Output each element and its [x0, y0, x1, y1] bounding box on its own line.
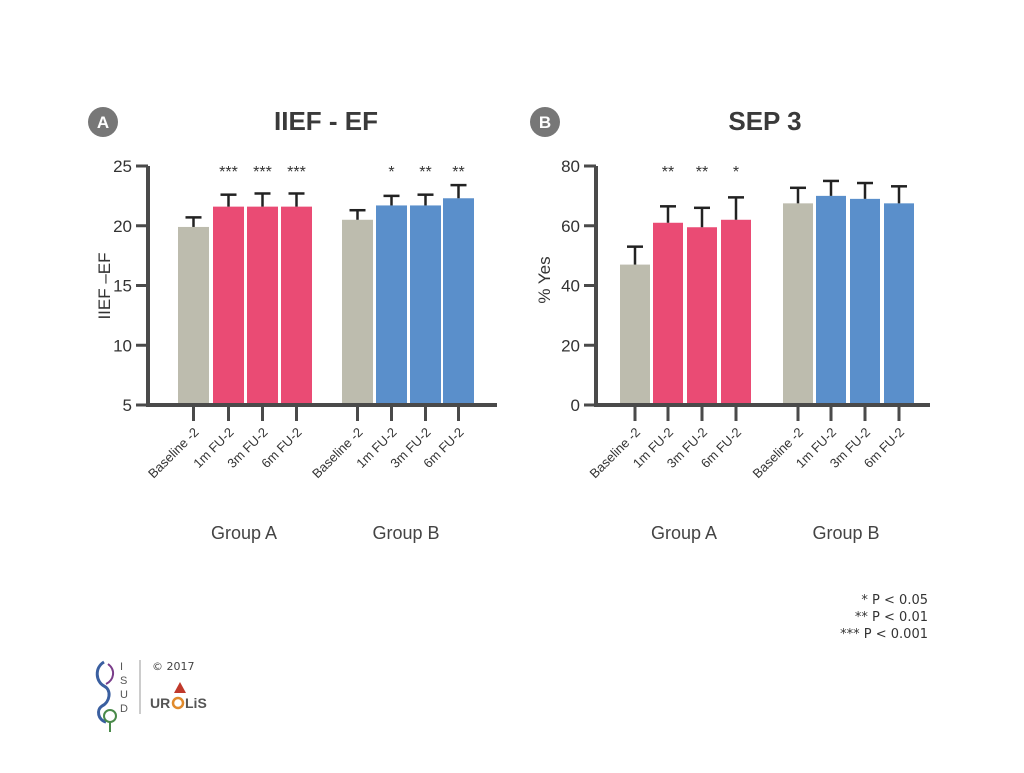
legend-line-1: * P < 0.05 [861, 593, 928, 608]
isud-letter-d: D [120, 703, 128, 715]
chart-1-y-axis-label: IIEF –EF [95, 252, 114, 319]
svg-text:LiS: LiS [185, 695, 207, 711]
chart-1-y-tick-label-5: 5 [123, 396, 132, 415]
chart-1-bar-7 [410, 205, 441, 405]
isud-logo: I S U D UR LiS [95, 660, 207, 732]
chart-1-y-tick-label-20: 20 [113, 217, 132, 236]
isud-letter-s: S [120, 675, 127, 687]
significance-legend: * P < 0.05 ** P < 0.01 *** P < 0.001 [840, 592, 928, 643]
chart-1-y-tick-label-25: 25 [113, 157, 132, 176]
panel-b-badge-label: B [539, 113, 551, 132]
chart-1-significance-7: ** [419, 164, 431, 181]
chart-1-significance-8: ** [452, 164, 464, 181]
copyright-text: © 2017 [152, 660, 195, 673]
footer-logos: I S U D UR LiS [90, 656, 270, 736]
chart-2-y-tick-label-60: 60 [561, 217, 580, 236]
chart-2-y-tick-label-80: 80 [561, 157, 580, 176]
chart-1-bar-4 [281, 206, 312, 405]
chart-1-bar-2 [213, 206, 244, 405]
chart-2-bar-4 [721, 219, 751, 405]
chart-2-group-label-2: Group B [812, 523, 879, 543]
chart-2-significance-2: ** [662, 164, 674, 181]
chart-2-bar-5 [783, 203, 813, 405]
chart-1-significance-6: * [388, 164, 394, 181]
panel-a-badge-label: A [97, 113, 109, 132]
chart-1-y-tick-label-10: 10 [113, 336, 132, 355]
chart-2-bar-7 [850, 198, 880, 405]
chart-1-bar-5 [342, 219, 373, 405]
chart-1-group-label-1: Group A [211, 523, 277, 543]
chart-1-bar-3 [247, 206, 278, 405]
chart-2-x-tick-label-5: Baseline -2 [750, 425, 807, 482]
chart-1-x-tick-label-1: Baseline -2 [145, 425, 202, 482]
chart-1-bar-1 [178, 226, 209, 405]
chart-1-bar-8 [443, 198, 474, 405]
chart-2-bar-6 [816, 195, 846, 405]
chart-2-bar-1 [620, 264, 650, 405]
chart-1-significance-4: *** [287, 164, 306, 181]
chart-2-y-axis-label: % Yes [535, 256, 554, 303]
chart-2-x-tick-label-1: Baseline -2 [587, 425, 644, 482]
chart-2-significance-4: * [733, 164, 739, 181]
chart-2-significance-3: ** [696, 164, 708, 181]
chart-1-bar-6 [376, 205, 407, 405]
chart-2-bar-8 [884, 203, 914, 405]
isud-letter-u: U [120, 689, 128, 701]
chart-2-group-label-1: Group A [651, 523, 717, 543]
chart-2-title: SEP 3 [728, 106, 801, 136]
chart-1-significance-3: *** [253, 164, 272, 181]
panel-a-badge [88, 107, 118, 137]
chart-2-bar-3 [687, 227, 717, 405]
chart-1-significance-2: *** [219, 164, 238, 181]
chart-2-y-tick-label-0: 0 [571, 396, 580, 415]
chart-2-y-tick-label-40: 40 [561, 277, 580, 296]
chart-2-y-tick-label-20: 20 [561, 336, 580, 355]
urolis-triangle-icon [174, 682, 186, 693]
panel-b-badge [530, 107, 560, 137]
chart-2-bar-2 [653, 222, 683, 405]
chart-1-title: IIEF - EF [274, 106, 378, 136]
chart-1-x-tick-label-5: Baseline -2 [309, 425, 366, 482]
urolis-logo-text: UR [150, 695, 170, 711]
isud-letter-i: I [120, 661, 123, 673]
chart-1-group-label-2: Group B [372, 523, 439, 543]
chart-1-y-tick-label-15: 15 [113, 277, 132, 296]
legend-line-3: *** P < 0.001 [840, 627, 928, 642]
legend-line-2: ** P < 0.01 [854, 610, 928, 625]
